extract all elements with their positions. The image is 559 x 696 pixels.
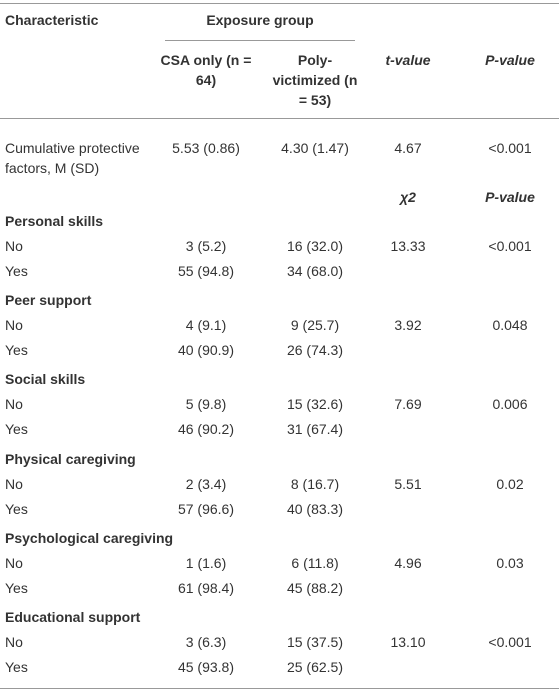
cell: 13.10 [390, 634, 426, 650]
cell: 4 (9.1) [185, 317, 227, 334]
section-title: Physical caregiving [5, 450, 136, 467]
cell: 0.006 [492, 396, 528, 413]
cell: 61 (98.4) [177, 579, 235, 596]
subheader: P-value [485, 189, 535, 205]
header-cell: P-value [485, 52, 535, 68]
section-title: Peer support [5, 292, 92, 309]
cell: <0.001 [488, 238, 532, 254]
cell: 7.69 [394, 396, 422, 413]
cell: 3 (5.2) [185, 238, 227, 254]
row-label: Yes [5, 579, 28, 596]
cell: 31 (67.4) [286, 421, 344, 438]
section-title: Social skills [5, 371, 86, 388]
row-label: Yes [5, 421, 28, 438]
cell: 4.67 [394, 140, 422, 156]
top-rule [0, 3, 559, 4]
cell: 1 (1.6) [185, 554, 227, 571]
header-rule [0, 118, 559, 119]
cell: 46 (90.2) [177, 421, 235, 438]
row-label: Cumulative protective factors, M (SD) [5, 140, 140, 176]
row-label: No [5, 396, 23, 413]
cell: 5 (9.8) [185, 396, 227, 413]
cell: 5.53 (0.86) [172, 140, 240, 156]
group-rule [165, 40, 355, 41]
cell: 13.33 [390, 238, 426, 254]
cell: 15 (32.6) [286, 396, 344, 413]
section-title: Educational support [5, 609, 141, 625]
cell: <0.001 [488, 140, 532, 156]
header-group: Exposure group [206, 12, 314, 28]
header-cell: CSA only (n = 64) [160, 52, 252, 88]
cell: 0.02 [496, 475, 524, 492]
row-label: No [5, 238, 23, 254]
cell: 5.51 [394, 475, 422, 492]
section-title: Personal skills [5, 213, 104, 229]
subheader: χ2 [400, 189, 416, 205]
cell: 4.96 [394, 554, 422, 571]
cell: 45 (88.2) [286, 579, 344, 596]
bottom-rule [0, 688, 559, 689]
header-cell: t-value [385, 52, 431, 68]
cell: 0.03 [496, 554, 524, 571]
cell: <0.001 [488, 634, 532, 650]
header-cell: Characteristic [5, 12, 99, 28]
row-label: Yes [5, 263, 28, 279]
cell: 34 (68.0) [286, 263, 344, 279]
row-label: No [5, 317, 23, 334]
row-label: No [5, 554, 23, 571]
row-label: Yes [5, 342, 28, 359]
row-label: Yes [5, 500, 28, 517]
cell: 26 (74.3) [286, 342, 344, 359]
row-label: No [5, 475, 23, 492]
cell: 45 (93.8) [177, 659, 235, 675]
cell: 8 (16.7) [290, 475, 340, 492]
cell: 57 (96.6) [177, 500, 235, 517]
cell: 0.048 [492, 317, 528, 334]
cell: 40 (90.9) [177, 342, 235, 359]
cell: 2 (3.4) [185, 475, 227, 492]
cell: 40 (83.3) [286, 500, 344, 517]
cell: 25 (62.5) [286, 659, 344, 675]
cell: 9 (25.7) [290, 317, 340, 334]
cell: 6 (11.8) [291, 554, 339, 571]
row-label: No [5, 634, 23, 650]
cell: 4.30 (1.47) [281, 140, 349, 156]
section-title: Psychological caregiving [5, 529, 174, 546]
cell: 3 (6.3) [185, 634, 227, 650]
header-cell: Poly-victimized (n = 53) [272, 52, 358, 108]
cell: 15 (37.5) [286, 634, 344, 650]
row-label: Yes [5, 659, 28, 675]
cell: 55 (94.8) [177, 263, 235, 279]
cell: 16 (32.0) [286, 238, 344, 254]
cell: 3.92 [394, 317, 422, 334]
